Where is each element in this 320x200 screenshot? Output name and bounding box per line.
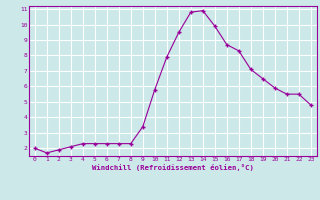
X-axis label: Windchill (Refroidissement éolien,°C): Windchill (Refroidissement éolien,°C) (92, 164, 254, 171)
